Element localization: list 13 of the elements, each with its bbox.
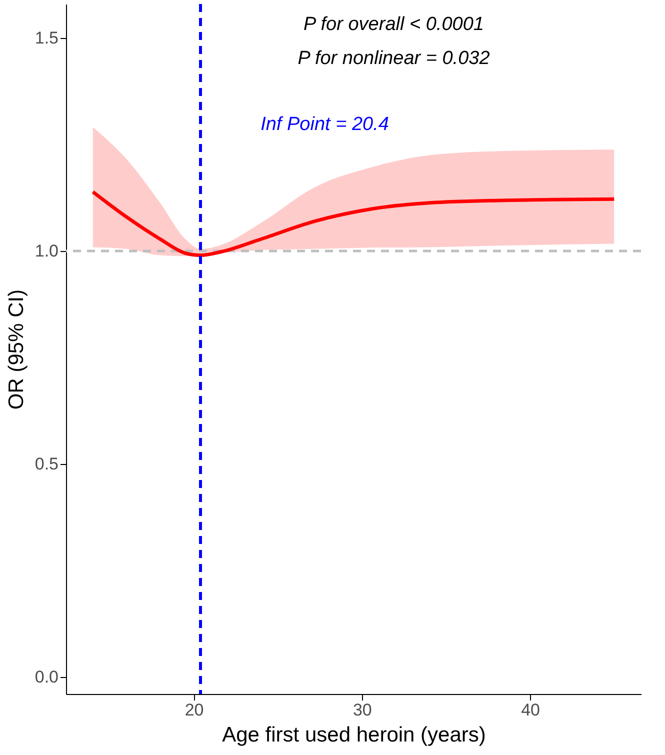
line-series	[91, 190, 616, 258]
ref-line-label: Inf Point = 20.4	[260, 114, 389, 135]
x-axis-title: Age first used heroin (years)	[222, 724, 486, 746]
y-tick-label: 1.5	[34, 28, 58, 48]
y-axis-title: OR (95% CI)	[4, 289, 28, 410]
y-tick-label: 1.0	[34, 242, 58, 261]
x-tick-label: 30	[352, 700, 372, 720]
annotation: P for nonlinear = 0.032	[298, 48, 490, 69]
y-tick-label: 0.0	[34, 667, 58, 686]
annotation: P for overall < 0.0001	[304, 14, 484, 35]
x-tick-label: 20	[184, 700, 204, 720]
x-tick-label: 40	[521, 700, 540, 720]
y-tick-label: 0.5	[34, 454, 58, 474]
